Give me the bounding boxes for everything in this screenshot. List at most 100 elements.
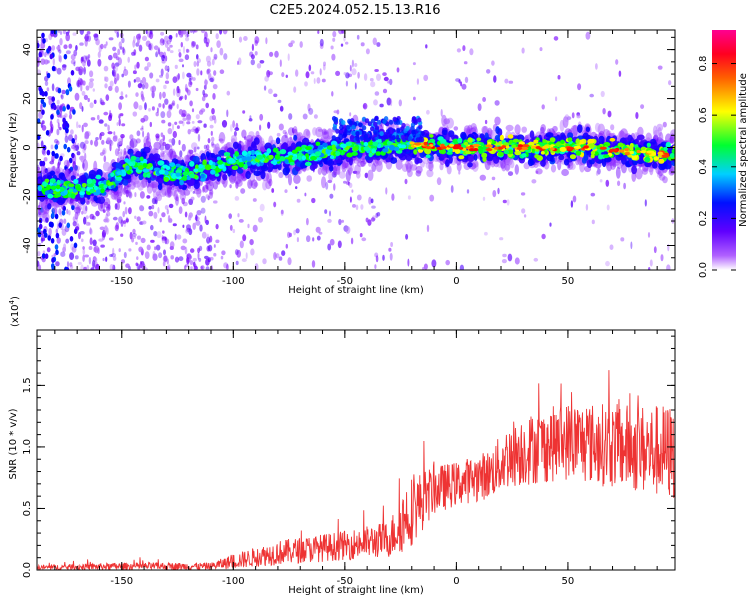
spectrogram-noise xyxy=(178,96,183,101)
spectrogram-noise xyxy=(219,30,223,35)
spectrogram-cell xyxy=(140,180,146,188)
spectrogram-noise xyxy=(112,256,117,261)
spectrogram-noise xyxy=(103,111,109,116)
spectrogram-noise xyxy=(196,54,199,60)
spectrogram-noise xyxy=(331,91,334,97)
spectrogram-noise xyxy=(236,249,241,258)
spectrogram-noise xyxy=(229,224,233,231)
spectrogram-noise xyxy=(107,124,110,132)
spectrogram-noise xyxy=(55,232,60,239)
spectrogram-cell xyxy=(333,165,337,176)
spectrogram-noise xyxy=(331,171,337,178)
spectrogram-cell xyxy=(213,181,218,190)
spectrogram-cell xyxy=(483,137,489,146)
spectrogram-noise xyxy=(105,94,110,101)
spectrogram-cell xyxy=(439,162,444,171)
spectrogram-noise xyxy=(129,231,133,240)
spectrogram-noise xyxy=(54,244,59,250)
spectrogram-cell xyxy=(115,162,122,170)
spectrogram-cell xyxy=(188,177,195,187)
spectrogram-noise xyxy=(56,237,61,244)
spectrogram-noise xyxy=(566,116,572,120)
spectrogram-noise xyxy=(585,31,591,40)
spectrogram-noise xyxy=(281,250,286,256)
spectrogram-cell xyxy=(55,166,61,174)
spectrogram-noise xyxy=(162,103,165,109)
spectrogram-noise xyxy=(541,233,546,240)
spectrogram-noise xyxy=(200,70,203,76)
spectrogram-cell xyxy=(658,132,664,143)
spectrogram-noise xyxy=(132,232,137,237)
spectrogram-cell xyxy=(610,161,616,170)
spectrogram-noise xyxy=(141,76,147,85)
spectrogram-noise xyxy=(234,196,240,201)
spectrogram-noise xyxy=(37,231,42,238)
spectrogram-noise xyxy=(40,98,45,105)
spectrogram-noise xyxy=(249,180,254,186)
spectrogram-cell xyxy=(97,196,106,205)
spectrogram-noise xyxy=(195,220,201,226)
spectrogram-noise xyxy=(79,141,86,149)
spectrogram-cell xyxy=(500,158,506,169)
spectrogram-cell xyxy=(471,161,479,173)
spectrogram-cell xyxy=(191,142,198,150)
spectrogram-cell xyxy=(585,126,591,132)
spectrogram-noise xyxy=(647,232,651,238)
spectrogram-cell xyxy=(63,159,71,168)
spectrogram-noise xyxy=(68,43,73,49)
spectrogram-noise xyxy=(388,247,392,252)
spectrogram-noise xyxy=(387,80,390,84)
spectrogram-noise xyxy=(195,44,199,50)
spectrogram-noise xyxy=(118,102,122,110)
spectrogram-noise xyxy=(65,33,70,42)
spectrogram-cell xyxy=(287,127,295,136)
spectrogram-noise xyxy=(192,222,196,230)
spectrogram-cell xyxy=(265,180,272,190)
spectrogram-noise xyxy=(307,103,311,112)
spectrogram-noise xyxy=(179,150,183,158)
spectrogram-noise xyxy=(290,40,295,44)
spectrogram-noise xyxy=(520,192,526,196)
spectrogram-noise xyxy=(63,53,68,60)
spectrogram-cell xyxy=(241,129,247,139)
spectrogram-noise xyxy=(285,243,288,249)
spectrogram-noise xyxy=(51,257,55,264)
spectrogram-noise xyxy=(349,112,352,117)
spectrogram-noise xyxy=(155,51,159,58)
spectrogram-cell xyxy=(353,157,361,164)
spectrogram-noise xyxy=(213,56,217,61)
spectrogram-noise xyxy=(141,220,147,225)
spectrogram-cell xyxy=(323,136,329,144)
spectrogram-noise xyxy=(196,146,200,150)
spectrogram-noise xyxy=(482,196,486,201)
spectrogram-noise xyxy=(89,102,94,109)
spectrogram-noise xyxy=(142,35,147,41)
spectrogram-noise xyxy=(70,243,75,251)
spectrogram-noise xyxy=(140,127,144,131)
spectrogram-noise xyxy=(167,144,173,148)
spectrogram-noise xyxy=(44,204,48,211)
spectrogram-cell xyxy=(38,200,45,208)
spectrogram-noise xyxy=(59,155,63,162)
spectrogram-noise xyxy=(150,239,155,243)
spectrogram-noise xyxy=(55,228,58,234)
spectrogram-noise xyxy=(209,124,214,129)
spectrogram-noise xyxy=(153,45,159,50)
spectrogram-noise xyxy=(159,217,162,223)
spectrogram-cell xyxy=(514,150,522,156)
spectrogram-noise xyxy=(48,221,53,228)
spectrogram-cell xyxy=(552,125,558,133)
spectrogram-noise xyxy=(273,201,277,208)
spectrogram-noise xyxy=(192,77,196,81)
spectrogram-noise xyxy=(463,61,468,65)
spectrogram-cell xyxy=(40,165,47,175)
spectrogram-noise xyxy=(159,74,163,78)
spectrogram-cell xyxy=(581,157,587,164)
spectrogram-noise xyxy=(140,117,146,123)
spectrogram-noise xyxy=(184,94,187,101)
spectrogram-noise xyxy=(166,191,170,196)
spectrogram-noise xyxy=(51,96,55,102)
spectrogram-noise xyxy=(499,237,504,241)
spectrogram-noise xyxy=(153,231,158,237)
spectrogram-noise xyxy=(63,218,67,224)
